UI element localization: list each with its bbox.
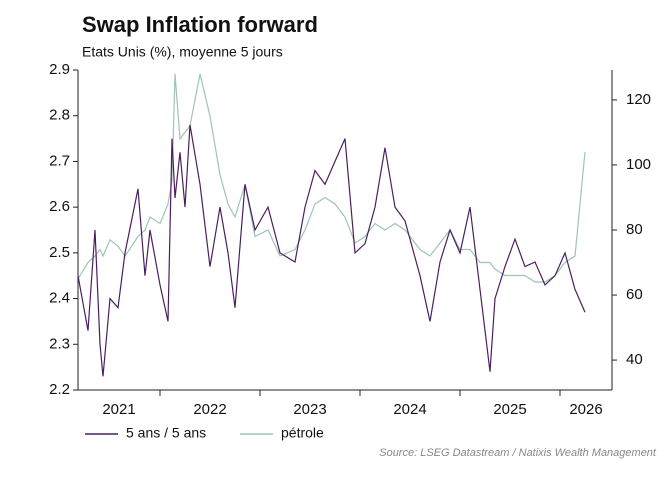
y2-tick-label: 100: [626, 156, 651, 173]
y-tick-label: 2.9: [49, 61, 70, 78]
y-tick-label: 2.7: [49, 152, 70, 169]
x-tick-label: 2024: [393, 401, 426, 418]
source-note: Source: LSEG Datastream / Natixis Wealth…: [379, 447, 657, 459]
x-tick-label: 2025: [493, 401, 526, 418]
x-tick-label: 2022: [193, 401, 226, 418]
y2-tick-label: 40: [626, 351, 643, 368]
series-line: [78, 73, 586, 283]
chart-subtitle: Etats Unis (%), moyenne 5 jours: [82, 44, 283, 60]
y-tick-label: 2.3: [49, 335, 70, 352]
y-tick-label: 2.2: [49, 381, 70, 398]
x-tick-label: 2026: [569, 401, 602, 418]
y2-tick-label: 60: [626, 286, 643, 303]
y2-tick-label: 120: [626, 91, 651, 108]
series-line: [78, 124, 586, 377]
legend-label: pétrole: [281, 425, 324, 441]
y-tick-label: 2.6: [49, 198, 70, 215]
y2-tick-label: 80: [626, 221, 643, 238]
y-tick-label: 2.4: [49, 290, 70, 307]
y-tick-label: 2.5: [49, 244, 70, 261]
y-tick-label: 2.8: [49, 107, 70, 124]
x-tick-label: 2021: [102, 401, 135, 418]
legend-label: 5 ans / 5 ans: [126, 425, 206, 441]
x-tick-label: 2023: [293, 401, 326, 418]
chart-title: Swap Inflation forward: [82, 12, 318, 37]
